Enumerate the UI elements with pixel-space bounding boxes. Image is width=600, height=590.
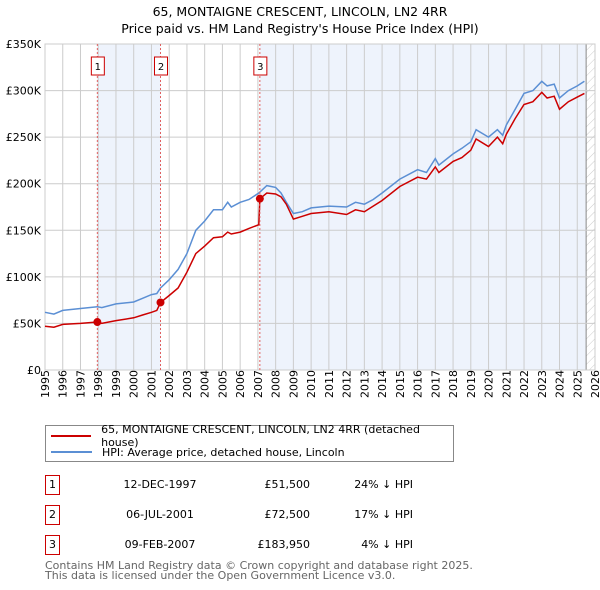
sale-label-box — [253, 56, 268, 76]
transaction-hpi-diff: 24% ↓ HPI — [354, 478, 413, 491]
sale-point — [156, 298, 165, 307]
y-tick-label: £300K — [6, 85, 42, 98]
sale-label: 1 — [95, 62, 101, 73]
x-tick-label: 1995 — [39, 370, 52, 398]
x-tick-label: 2000 — [128, 370, 141, 398]
x-tick-label: 2024 — [554, 370, 567, 398]
transaction-date: 06-JUL-2001 — [126, 508, 194, 521]
x-tick-label: 1997 — [74, 370, 87, 398]
transaction-date: 12-DEC-1997 — [123, 478, 197, 491]
chart-title: 65, MONTAIGNE CRESCENT, LINCOLN, LN2 4RR — [152, 4, 448, 19]
transaction-number: 2 — [45, 505, 60, 525]
x-tick-label: 2023 — [536, 370, 549, 398]
sale-label-box — [154, 56, 168, 76]
x-tick-label: 2013 — [358, 370, 371, 398]
x-tick-label: 2018 — [447, 370, 460, 398]
plot-frame — [44, 43, 596, 371]
x-tick-label: 1999 — [110, 370, 123, 398]
x-tick-label: 2025 — [571, 370, 584, 398]
x-tick-label: 2005 — [216, 370, 229, 398]
x-tick-label: 2008 — [270, 370, 283, 398]
transaction-number: 1 — [45, 475, 60, 495]
shaded-region — [259, 44, 587, 370]
transaction-hpi-diff: 17% ↓ HPI — [354, 508, 413, 521]
x-tick-label: 2002 — [163, 370, 176, 398]
y-tick-label: £150K — [6, 224, 42, 237]
x-tick-label: 2012 — [341, 370, 354, 398]
hpi-series-line — [44, 80, 585, 315]
x-tick-label: 1996 — [57, 370, 70, 398]
property-line-swatch — [51, 435, 92, 437]
y-tick-label: £200K — [6, 178, 42, 191]
x-tick-label: 1998 — [92, 370, 105, 398]
x-tick-label: 2003 — [181, 370, 194, 398]
transaction-price: £183,950 — [257, 538, 311, 551]
x-tick-label: 2015 — [394, 370, 407, 398]
sale-point — [255, 194, 264, 203]
sale-label-box — [90, 56, 105, 76]
transaction-number: 3 — [45, 535, 60, 555]
x-tick-label: 2014 — [376, 370, 389, 398]
transaction-row: 3 09-FEB-2007 £183,950 4% ↓ HPI — [45, 535, 505, 555]
transaction-date: 09-FEB-2007 — [124, 538, 196, 551]
y-tick-label: £50K — [13, 317, 42, 330]
legend-hpi-label: HPI: Average price, detached house, Linc… — [102, 445, 345, 459]
x-tick-label: 2026 — [589, 370, 600, 398]
y-tick-label: £0 — [27, 364, 41, 377]
transaction-price: £72,500 — [264, 508, 311, 521]
chart-subtitle: Price paid vs. HM Land Registry's House … — [121, 21, 479, 36]
x-tick-label: 2020 — [483, 370, 496, 398]
x-tick-label: 2001 — [145, 370, 158, 398]
transaction-price: £51,500 — [264, 478, 311, 491]
x-tick-label: 2011 — [323, 370, 336, 398]
property-series-line — [44, 91, 585, 328]
y-tick-label: £100K — [6, 271, 42, 284]
sale-label: 3 — [257, 62, 263, 73]
y-tick-label: £350K — [6, 38, 42, 51]
sale-point — [93, 318, 102, 327]
y-tick-label: £250K — [6, 131, 42, 144]
transaction-row: 1 12-DEC-1997 £51,500 24% ↓ HPI — [45, 475, 505, 495]
shaded-region — [97, 44, 161, 370]
footer-licence: This data is licensed under the Open Gov… — [45, 569, 396, 582]
x-tick-label: 2022 — [518, 370, 531, 398]
hpi-line-swatch — [51, 451, 92, 453]
x-tick-label: 2006 — [234, 370, 247, 398]
x-tick-label: 2004 — [199, 370, 212, 398]
legend: 65, MONTAIGNE CRESCENT, LINCOLN, LN2 4RR… — [45, 423, 454, 462]
x-tick-label: 2010 — [305, 370, 318, 398]
x-tick-label: 2007 — [252, 370, 265, 398]
sale-label: 2 — [158, 62, 164, 73]
x-tick-label: 2009 — [287, 370, 300, 398]
price-chart: 1995 1996 1997 1998 1999 2000 2001 2002 2003 2004… — [6, 38, 600, 398]
forecast-hatch — [586, 44, 595, 370]
footer-copyright: Contains HM Land Registry data © Crown c… — [45, 559, 473, 572]
x-tick-label: 2017 — [429, 370, 442, 398]
x-tick-label: 2021 — [500, 370, 513, 398]
x-tick-label: 2016 — [412, 370, 425, 398]
transaction-row: 2 06-JUL-2001 £72,500 17% ↓ HPI — [45, 505, 505, 525]
transaction-hpi-diff: 4% ↓ HPI — [361, 538, 413, 551]
legend-property-label: 65, MONTAIGNE CRESCENT, LINCOLN, LN2 4RR… — [101, 423, 420, 449]
x-tick-label: 2019 — [465, 370, 478, 398]
